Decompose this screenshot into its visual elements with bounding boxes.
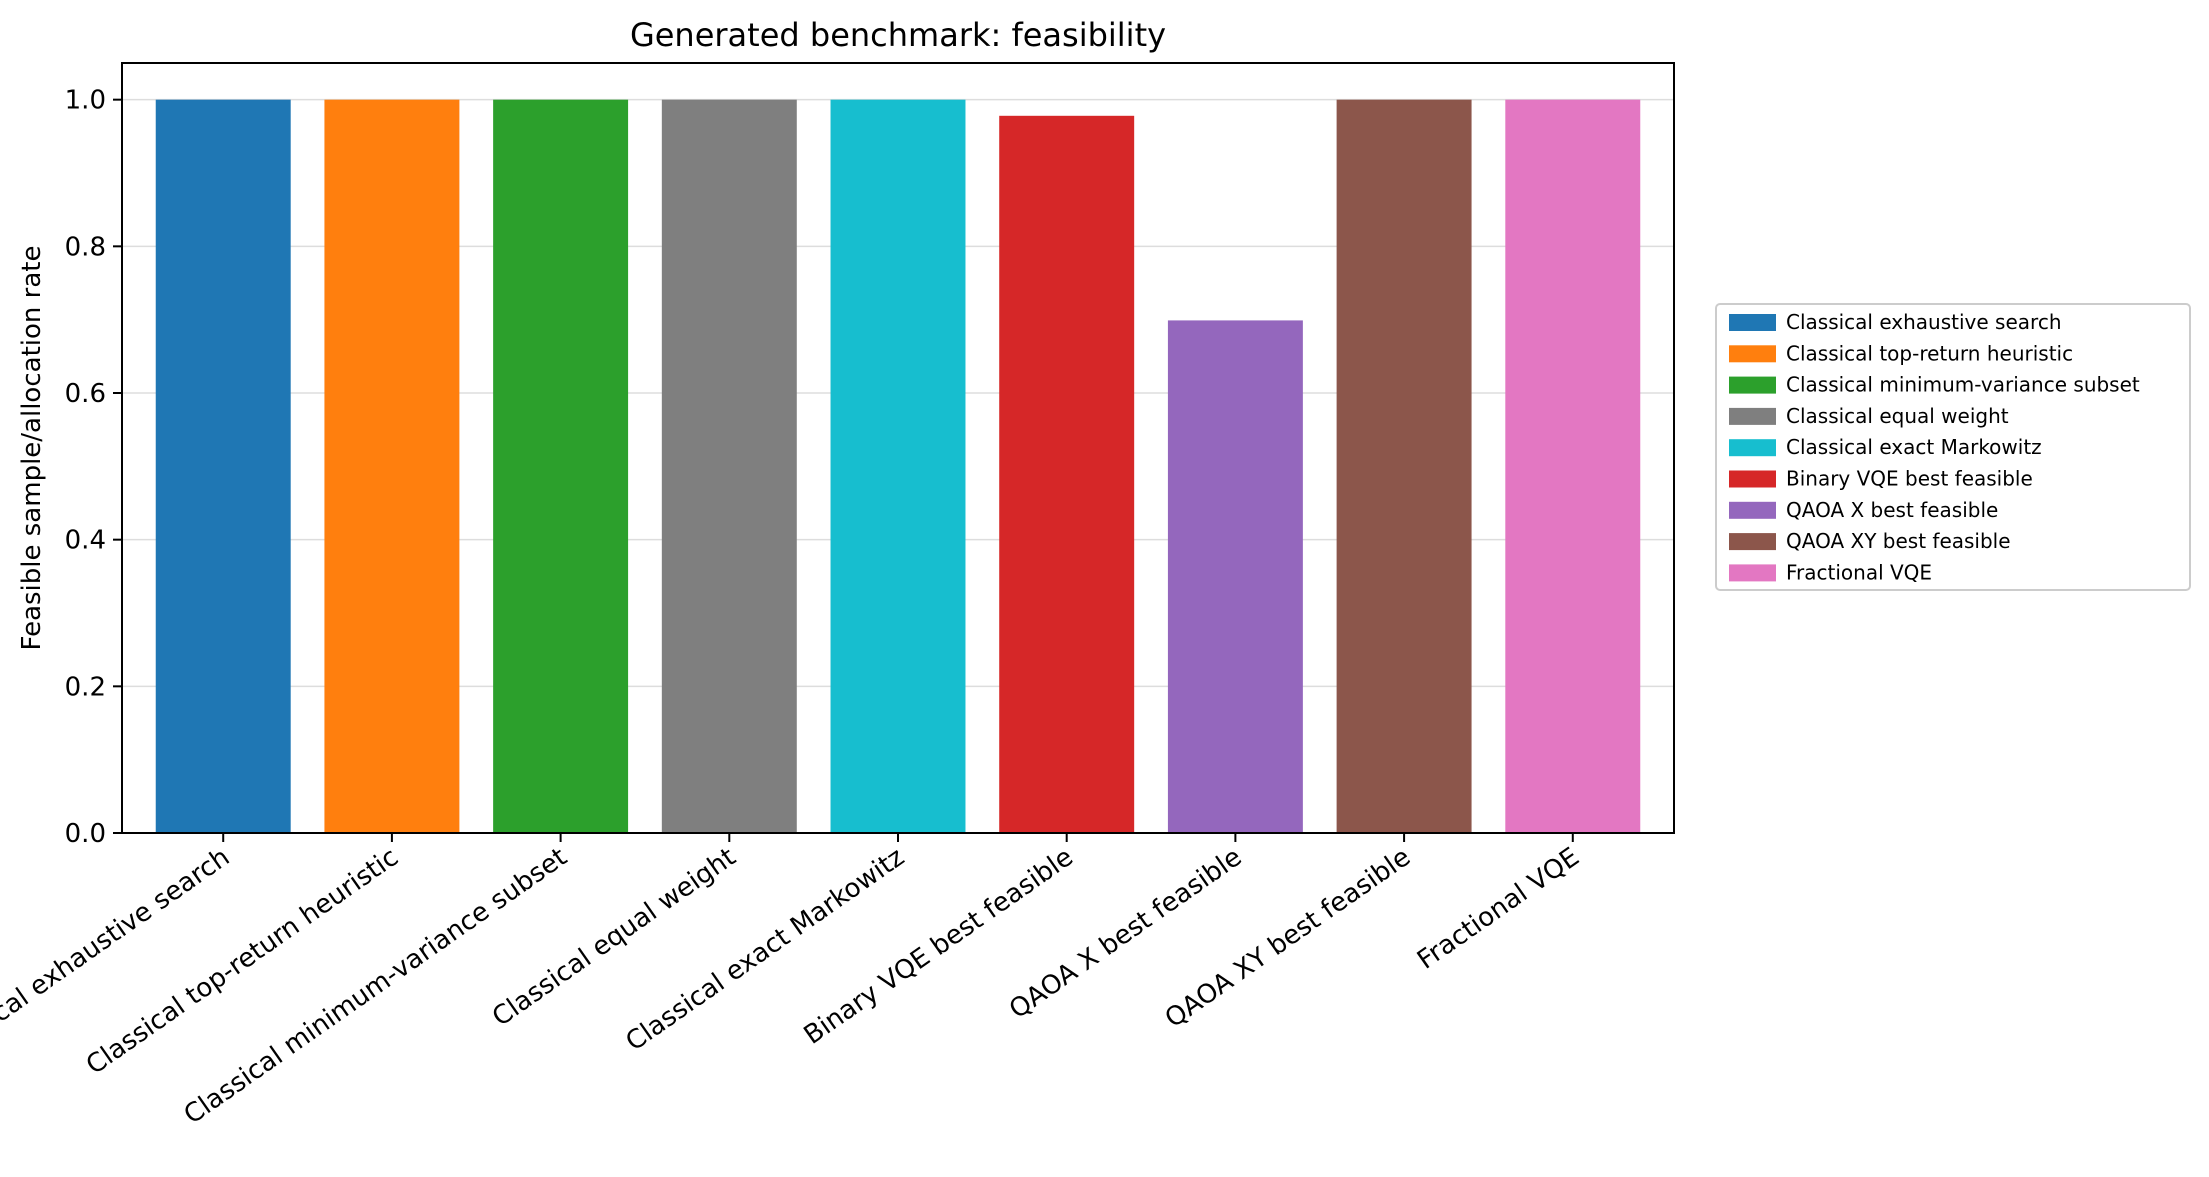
bar bbox=[155, 99, 291, 833]
bar bbox=[830, 99, 966, 833]
legend-entry: QAOA XY best feasible bbox=[1786, 529, 2011, 553]
legend-entry: Classical minimum-variance subset bbox=[1786, 373, 2140, 397]
legend: Classical exhaustive search Classical top… bbox=[1715, 303, 2191, 591]
bar bbox=[661, 99, 797, 833]
bar bbox=[493, 99, 629, 833]
legend-entry: Fractional VQE bbox=[1786, 560, 1932, 584]
legend-swatch bbox=[1729, 376, 1776, 394]
bar bbox=[999, 115, 1135, 834]
y-tick-label: 0.6 bbox=[65, 379, 106, 409]
y-tick-label: 1.0 bbox=[65, 86, 106, 116]
y-tick-label: 0.2 bbox=[65, 672, 106, 702]
y-tick-label: 0.8 bbox=[65, 232, 106, 262]
legend-entry: Classical exact Markowitz bbox=[1786, 435, 2042, 459]
x-tick-label: Classical top-return heuristic bbox=[81, 842, 404, 1081]
legend-entry: Classical top-return heuristic bbox=[1786, 341, 2073, 365]
x-tick-label: Binary VQE best feasible bbox=[799, 842, 1079, 1051]
bar bbox=[1336, 99, 1472, 833]
legend-entry: QAOA X best feasible bbox=[1786, 498, 1998, 522]
legend-swatch bbox=[1729, 564, 1776, 582]
bar bbox=[324, 99, 460, 833]
legend-entry: Binary VQE best feasible bbox=[1786, 467, 2033, 491]
legend-swatch bbox=[1729, 439, 1776, 457]
chart-title: Generated benchmark: feasibility bbox=[630, 16, 1166, 54]
legend-swatch bbox=[1729, 470, 1776, 488]
y-axis: 0.0 0.2 0.4 0.6 0.8 1.0 bbox=[65, 86, 122, 849]
legend-swatch bbox=[1729, 345, 1776, 363]
x-tick-label: Classical exact Markowitz bbox=[621, 842, 910, 1057]
bars bbox=[155, 99, 1641, 834]
legend-swatch bbox=[1729, 533, 1776, 551]
legend-swatch bbox=[1729, 407, 1776, 425]
y-tick-label: 0.0 bbox=[65, 819, 106, 849]
x-tick-label: Fractional VQE bbox=[1412, 842, 1585, 975]
bar bbox=[1505, 99, 1641, 833]
legend-entry: Classical exhaustive search bbox=[1786, 310, 2062, 334]
legend-swatch bbox=[1729, 314, 1776, 331]
legend-frame bbox=[1715, 303, 2191, 591]
legend-entry: Classical equal weight bbox=[1786, 404, 2009, 428]
y-axis-label: Feasible sample/allocation rate bbox=[17, 246, 47, 651]
legend-swatch bbox=[1729, 501, 1776, 519]
y-tick-label: 0.4 bbox=[65, 526, 106, 556]
bar bbox=[1167, 320, 1303, 833]
